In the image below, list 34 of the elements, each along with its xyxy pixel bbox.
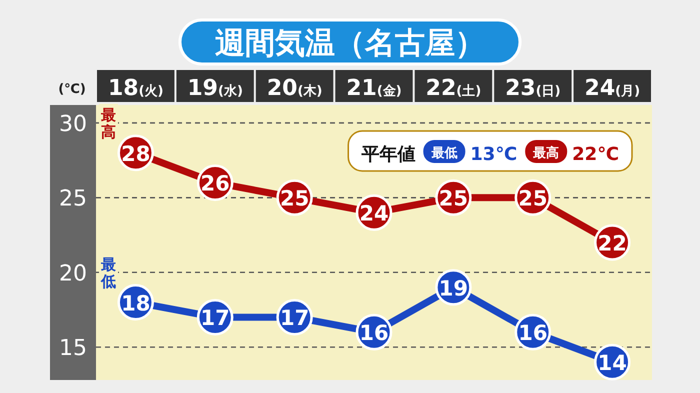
data-label: 28 bbox=[121, 142, 150, 166]
data-label: 25 bbox=[438, 186, 468, 211]
data-label: 24 bbox=[359, 202, 389, 226]
x-tick-label: 22(土) bbox=[426, 76, 482, 101]
data-label: 18 bbox=[121, 291, 150, 316]
series-label: 最高 bbox=[100, 106, 116, 141]
y-axis-title: (℃) bbox=[58, 82, 86, 97]
data-label: 17 bbox=[200, 306, 230, 330]
data-label: 16 bbox=[518, 321, 548, 346]
y-tick-label: 15 bbox=[59, 336, 87, 362]
data-label: 25 bbox=[280, 186, 310, 211]
annotation: 13℃ bbox=[470, 144, 518, 165]
data-label: 14 bbox=[598, 351, 627, 376]
x-tick-label: 20(木) bbox=[266, 76, 322, 101]
annotation: 22℃ bbox=[572, 144, 619, 165]
data-label: 17 bbox=[280, 306, 310, 330]
annotation: 平年値 bbox=[360, 144, 416, 165]
x-tick-label: 18(火) bbox=[108, 76, 164, 101]
annotation: 最高 bbox=[532, 145, 560, 161]
annotation: 最低 bbox=[430, 146, 458, 161]
x-tick-label: 24(月) bbox=[584, 76, 640, 101]
data-label: 22 bbox=[598, 232, 627, 256]
y-tick-label: 20 bbox=[59, 261, 87, 286]
y-tick-label: 25 bbox=[59, 186, 87, 212]
data-label: 19 bbox=[438, 276, 468, 300]
data-label: 16 bbox=[359, 321, 389, 346]
x-tick-label: 19(水) bbox=[187, 76, 243, 101]
chart-title: 週間気温（名古屋） bbox=[215, 26, 485, 61]
data-label: 26 bbox=[200, 172, 230, 196]
y-tick-label: 30 bbox=[59, 112, 87, 137]
data-label: 25 bbox=[518, 186, 548, 211]
x-tick-label: 21(金) bbox=[346, 76, 402, 101]
x-tick-label: 23(日) bbox=[505, 76, 561, 101]
series-label: 最低 bbox=[100, 255, 116, 290]
